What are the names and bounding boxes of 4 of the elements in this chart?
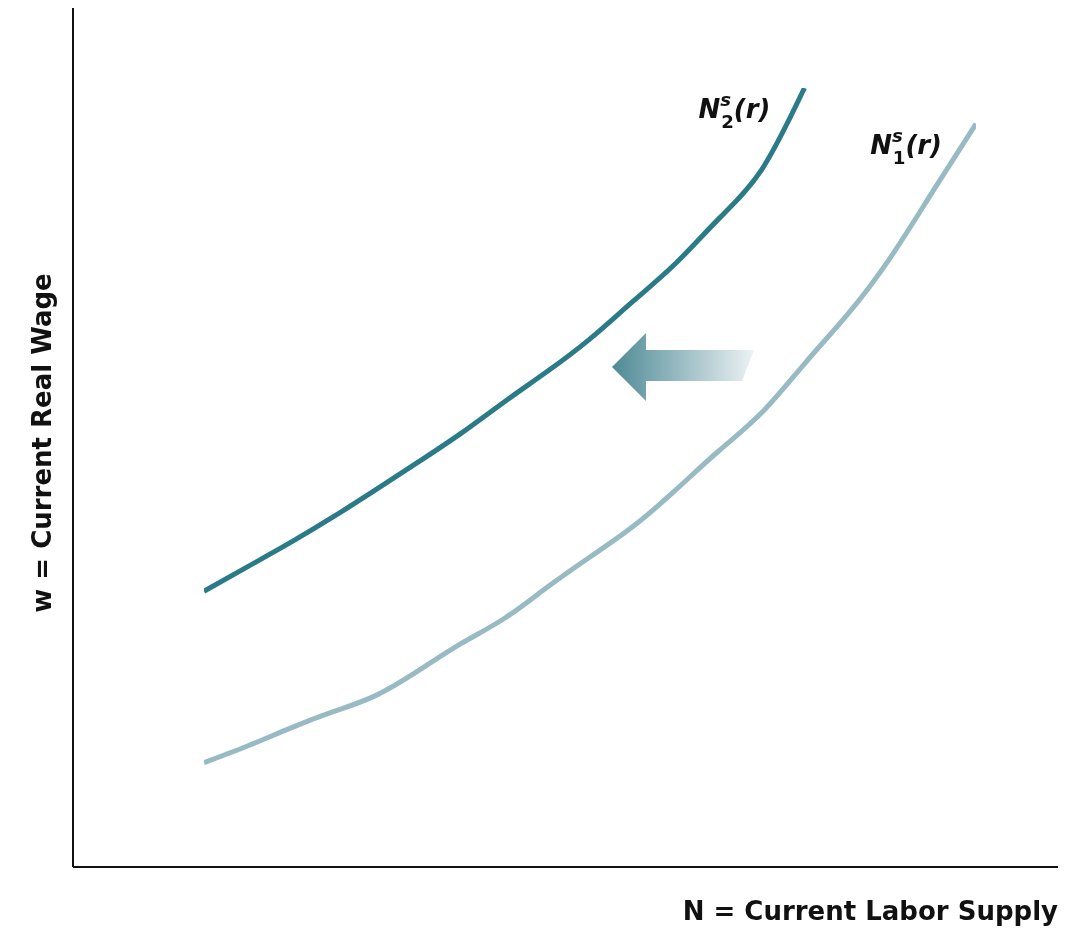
y-axis-title: w = Current Real Wage (27, 273, 58, 613)
series-label: N$^{s}$$_{2}$(r) (698, 89, 771, 132)
series-label: N$^{s}$$_{1}$(r) (870, 124, 942, 168)
x-axis-title: N = Current Labor Supply (682, 896, 1058, 926)
